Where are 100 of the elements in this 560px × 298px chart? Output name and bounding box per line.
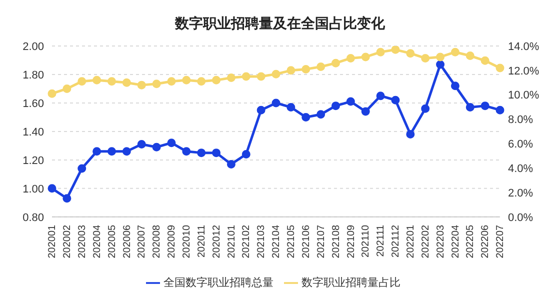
point [480,56,490,65]
point [406,49,415,58]
x-tick-label: 202102 [241,224,252,258]
y-tick-label: 1.60 [22,98,44,110]
point [152,142,161,152]
point [316,62,326,72]
point [466,102,474,112]
point [302,112,310,122]
point [107,77,116,86]
y-tick-label: 1.40 [22,126,44,138]
x-tick-label: 202203 [435,224,446,258]
y2-tick-label: 0.0% [508,212,534,224]
point [212,148,221,158]
y2-tick-label: 8.0% [508,114,534,126]
point [256,106,266,114]
point [421,54,430,62]
point [62,194,72,203]
x-tick-label: 202001 [47,224,58,258]
point [122,147,131,156]
point [242,72,250,81]
point [137,140,146,149]
x-tick-label: 202105 [286,224,298,258]
x-tick-label: 202011 [196,224,208,258]
x-tick-label: 202006 [122,224,133,258]
point [182,147,191,156]
point [436,60,445,69]
point [78,77,86,86]
x-tick-label: 202107 [316,224,327,258]
y2-tick-label: 2.0% [508,187,534,200]
x-tick-label: 202104 [271,224,282,258]
x-tick-label: 202109 [346,224,357,258]
x-tick-label: 202204 [450,224,462,258]
x-tick-label: 202201 [406,224,416,258]
point [450,82,460,90]
point [286,102,296,112]
x-tick-label: 202005 [106,224,118,258]
point [361,107,370,116]
x-tick-label: 202111 [376,224,387,257]
point [62,84,72,93]
point [346,54,355,62]
y-tick-label: 1.20 [22,154,44,167]
point [376,48,385,56]
point [92,147,102,156]
point [212,76,221,84]
x-tick-label: 202205 [465,224,476,258]
x-tick-label: 202007 [136,224,148,258]
point [436,52,445,62]
y2-tick-label: 6.0% [508,138,534,151]
point [48,89,56,98]
x-tick-label: 202012 [211,224,222,258]
y2-tick-label: 14.0% [508,40,540,53]
point [256,72,266,81]
point [78,164,86,173]
x-tick-label: 202103 [256,224,268,258]
y-tick-label: 1.80 [22,69,44,82]
point [197,148,206,158]
point [92,76,102,84]
y2-tick-label: 10.0% [508,90,540,102]
point [167,138,176,148]
legend-label: 全国数字职业招聘总量 [164,276,274,289]
point [466,52,474,60]
point [226,160,236,168]
point [391,96,400,104]
point [302,64,310,74]
x-tick-label: 202010 [182,224,192,258]
point [450,48,460,56]
point [197,77,206,86]
x-tick-label: 202003 [76,224,88,258]
point [272,98,280,108]
x-tick-label: 202112 [390,224,402,258]
x-tick-label: 202206 [480,224,492,258]
point [316,110,326,119]
x-tick-label: 202202 [420,224,432,258]
x-tick-label: 202207 [495,224,506,258]
point [361,52,370,62]
x-tick-label: 202108 [330,224,342,258]
point [480,102,490,110]
point [226,73,236,82]
x-tick-label: 202002 [62,224,74,258]
x-tick-label: 202101 [226,224,238,258]
point [167,77,176,86]
point [331,58,340,68]
point [496,64,504,72]
point [242,150,250,158]
point [48,184,56,193]
x-tick-label: 202106 [300,224,312,258]
y2-tick-label: 4.0% [508,162,534,175]
y2-tick-label: 12.0% [508,65,540,78]
point [421,104,430,113]
point [496,106,504,114]
point [391,46,400,54]
point [122,78,131,87]
point [286,66,296,75]
point [406,130,415,139]
point [182,76,191,84]
point [152,80,161,88]
x-tick-label: 202110 [360,224,372,258]
y-tick-label: 1.00 [22,183,44,196]
y-tick-label: 0.80 [22,212,44,224]
point [331,102,340,110]
